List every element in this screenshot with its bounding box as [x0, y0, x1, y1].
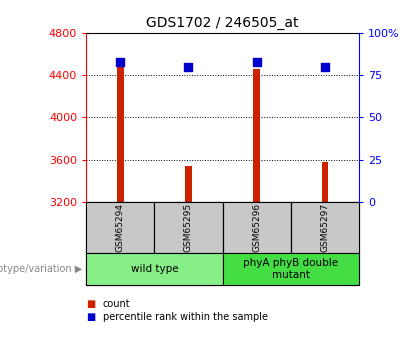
Point — [253, 59, 260, 64]
Text: count: count — [103, 299, 131, 308]
Text: phyA phyB double
mutant: phyA phyB double mutant — [243, 258, 339, 280]
FancyBboxPatch shape — [223, 202, 291, 253]
Text: wild type: wild type — [131, 264, 178, 274]
FancyBboxPatch shape — [86, 202, 155, 253]
Bar — [185, 166, 192, 202]
FancyBboxPatch shape — [291, 202, 359, 253]
Text: ■: ■ — [86, 299, 95, 308]
Bar — [253, 69, 260, 202]
Bar — [117, 67, 123, 202]
FancyBboxPatch shape — [86, 253, 223, 285]
Text: GSM65294: GSM65294 — [116, 203, 125, 252]
Bar — [322, 162, 328, 202]
Text: genotype/variation ▶: genotype/variation ▶ — [0, 264, 82, 274]
Point — [185, 64, 192, 69]
Text: GSM65296: GSM65296 — [252, 203, 261, 252]
Text: percentile rank within the sample: percentile rank within the sample — [103, 313, 268, 322]
Text: GSM65297: GSM65297 — [320, 203, 329, 252]
Point — [322, 64, 328, 69]
Point — [117, 59, 123, 64]
FancyBboxPatch shape — [155, 202, 223, 253]
Title: GDS1702 / 246505_at: GDS1702 / 246505_at — [146, 16, 299, 30]
Text: ■: ■ — [86, 313, 95, 322]
FancyBboxPatch shape — [223, 253, 359, 285]
Text: GSM65295: GSM65295 — [184, 203, 193, 252]
